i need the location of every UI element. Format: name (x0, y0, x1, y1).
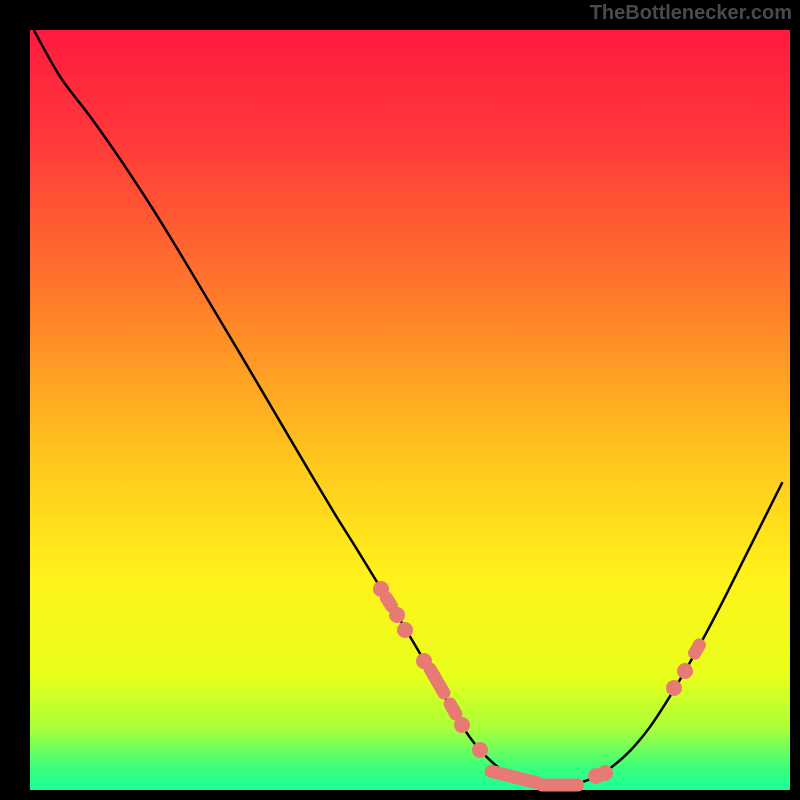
curve-marker-dot (454, 717, 470, 733)
attribution-text: TheBottlenecker.com (590, 2, 792, 25)
curve-marker-bar (686, 637, 708, 663)
curve-markers (30, 30, 790, 790)
bottleneck-chart (30, 30, 790, 790)
curve-marker-dot (472, 742, 488, 758)
curve-marker-dot (597, 765, 613, 781)
curve-marker-bar (536, 779, 584, 792)
curve-marker-bar (421, 661, 452, 702)
curve-marker-dot (389, 607, 405, 623)
curve-marker-dot (397, 622, 413, 638)
curve-marker-dot (666, 680, 682, 696)
curve-marker-dot (677, 663, 693, 679)
